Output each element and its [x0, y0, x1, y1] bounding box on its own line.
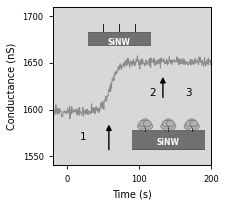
Y-axis label: Conductance (nS): Conductance (nS) — [7, 43, 17, 130]
Text: 2: 2 — [148, 88, 155, 98]
Text: 1: 1 — [79, 132, 86, 143]
X-axis label: Time (s): Time (s) — [112, 189, 151, 199]
Text: 3: 3 — [184, 88, 191, 98]
